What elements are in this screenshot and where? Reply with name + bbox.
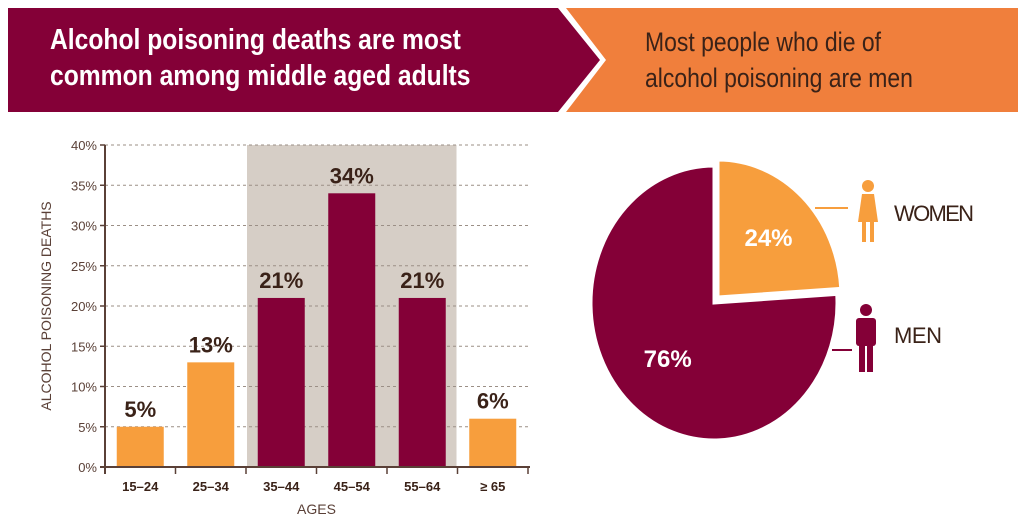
pie-value-label: 76%: [644, 346, 692, 373]
y-tick-label: 20%: [71, 299, 97, 314]
pie-chart: 24% 76% WOMEN MEN: [589, 158, 974, 442]
bar-value-label: 5%: [124, 397, 156, 422]
men-label: MEN: [894, 323, 942, 348]
bar-15–24: [116, 426, 164, 467]
y-tick-label: 10%: [71, 380, 97, 395]
man-leg: [859, 340, 865, 372]
x-tick-label: 35–44: [263, 479, 300, 494]
woman-leg: [862, 222, 866, 242]
man-icon: [856, 304, 876, 372]
right-banner-title: Most people who die of alcohol poisoning…: [645, 27, 913, 93]
woman-dress: [858, 194, 878, 222]
pie-value-label: 24%: [744, 225, 792, 252]
bar-value-label: 6%: [477, 389, 509, 414]
bar-value-label: 13%: [189, 332, 233, 357]
bar-value-label: 21%: [259, 268, 303, 293]
right-banner: [566, 8, 1018, 112]
x-tick-label: 15–24: [122, 479, 159, 494]
bar-chart: 0% 5% 10% 15% 20% 25% 30% 35% 40% 5% 15–24 13% 25–34…: [38, 138, 530, 517]
pie-slice-women: [716, 158, 843, 299]
left-banner: [8, 8, 600, 112]
bar-55–64: [398, 297, 446, 467]
bar-35–44: [257, 297, 305, 467]
y-tick-label: 5%: [78, 420, 97, 435]
man-torso: [856, 318, 876, 346]
women-label: WOMEN: [894, 201, 974, 226]
bar-25–34: [187, 362, 235, 467]
y-tick-label: 35%: [71, 178, 97, 193]
bar-45–54: [328, 193, 376, 468]
man-leg: [867, 340, 873, 372]
y-tick-label: 30%: [71, 219, 97, 234]
x-tick-label: 55–64: [404, 479, 441, 494]
pie-slice-men: [589, 164, 839, 442]
y-tick-label: 15%: [71, 339, 97, 354]
woman-leg: [870, 222, 874, 242]
woman-icon: [858, 180, 878, 242]
x-axis-title: AGES: [297, 501, 336, 517]
man-head: [860, 304, 872, 316]
x-tick-label: 45–54: [334, 479, 371, 494]
y-tick-label: 25%: [71, 259, 97, 274]
bar-value-label: 21%: [400, 268, 444, 293]
y-tick-label: 40%: [71, 138, 97, 153]
x-tick-label: ≥ 65: [480, 479, 505, 494]
y-tick-label: 0%: [78, 460, 97, 475]
left-banner-title: Alcohol poisoning deaths are most common…: [50, 24, 471, 92]
bar-value-label: 34%: [330, 163, 374, 188]
y-axis-title: ALCOHOL POISONING DEATHS: [38, 201, 54, 410]
x-tick-label: 25–34: [193, 479, 230, 494]
bar-≥ 65: [469, 418, 517, 467]
woman-head: [862, 180, 874, 192]
